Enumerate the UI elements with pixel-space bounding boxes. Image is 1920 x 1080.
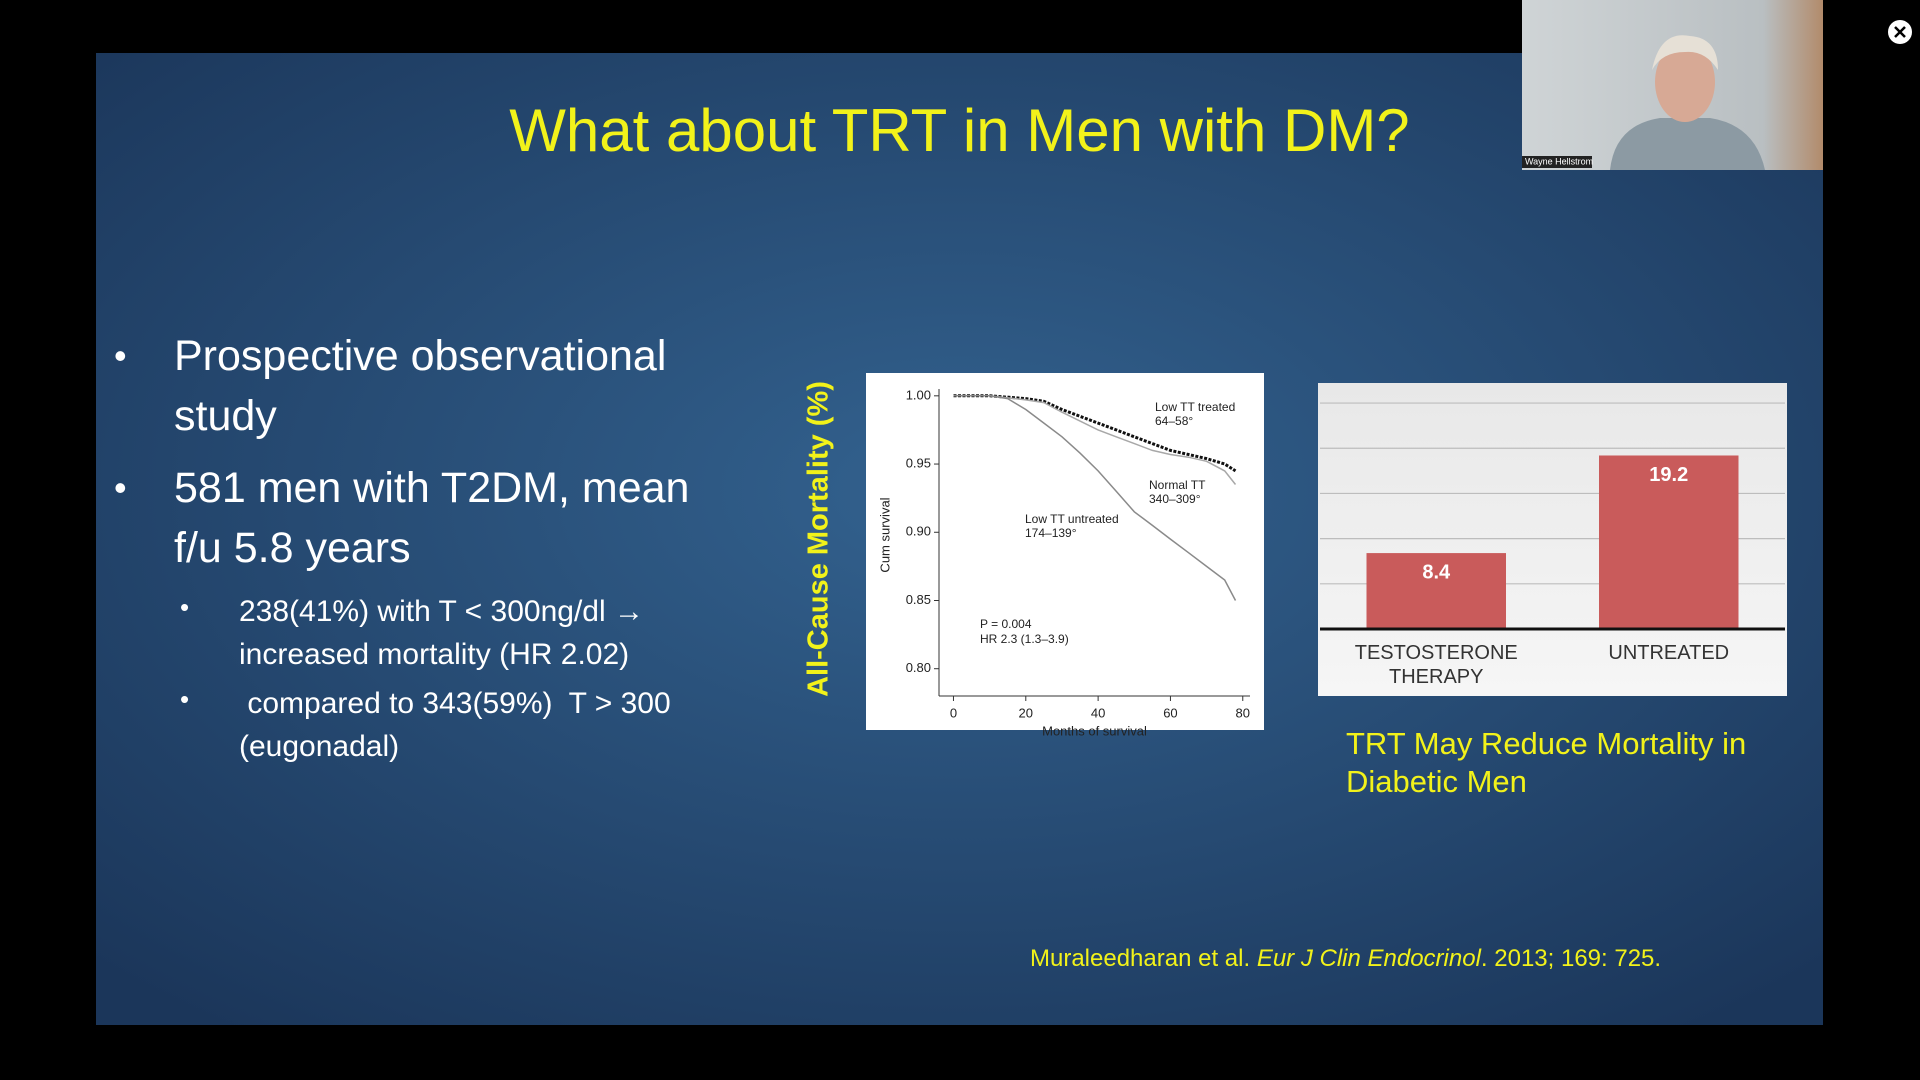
bullet-dot: • xyxy=(114,467,127,508)
bullet-dot: • xyxy=(114,335,127,376)
annotation: HR 2.3 (1.3–3.9) xyxy=(980,632,1069,646)
bullet: • 581 men with T2DM, mean f/u 5.8 years xyxy=(106,458,734,578)
webcam: Wayne Hellstrom xyxy=(1522,0,1823,170)
annotation: P = 0.004 xyxy=(980,617,1032,631)
bar-caption: TRT May Reduce Mortality in Diabetic Men xyxy=(1346,726,1747,799)
x-tick-label: 60 xyxy=(1163,705,1177,720)
series-note: 64–58° xyxy=(1155,414,1193,428)
y-tick-label: 0.95 xyxy=(906,455,931,470)
x-tick-label: UNTREATED xyxy=(1608,642,1730,664)
series-note: 174–139° xyxy=(1025,526,1077,540)
y-tick-label: 0.90 xyxy=(906,524,931,539)
x-tick-label: 0 xyxy=(950,705,957,720)
name-badge xyxy=(1522,156,1592,168)
close-icon[interactable] xyxy=(1894,26,1906,38)
bar-chart: 8.4 TESTOSTERONE THERAPY 19.2 UNTREATED xyxy=(1320,402,1785,688)
citation-authors: Muraleedharan et al. xyxy=(1030,945,1251,972)
sub-bullet-text: 238(41%) with T < 300ng/dl → increased m… xyxy=(239,595,653,671)
y-tick-label: 1.00 xyxy=(906,387,931,402)
sub-bullet: • 238(41%) with T < 300ng/dl → increased … xyxy=(106,590,709,676)
series-label: Low TT untreated xyxy=(1025,512,1119,526)
slide-title: What about TRT in Men with DM? xyxy=(509,97,1410,164)
y-tick-label: 0.85 xyxy=(906,592,931,607)
series-note: 340–309° xyxy=(1149,492,1201,506)
survival-line xyxy=(953,395,1237,601)
bullet-text: Prospective observational study xyxy=(174,332,667,440)
x-tick-label: 80 xyxy=(1236,705,1250,720)
series-label: Normal TT xyxy=(1149,478,1206,492)
y-axis-label: Cum survival xyxy=(877,497,892,572)
side-label: All-Cause Mortality (%) xyxy=(803,381,835,697)
participant-name: Wayne Hellstrom xyxy=(1525,156,1593,166)
sub-bullet: • compared to 343(59%) T > 300 (eugonada… xyxy=(106,682,709,768)
citation-journal: Eur J Clin Endocrinol xyxy=(1256,945,1481,972)
bullet-text: 581 men with T2DM, mean f/u 5.8 years xyxy=(174,464,690,572)
bullet-dot: • xyxy=(180,684,190,714)
charts: 1.00 0.95 0.90 0.85 0.80 0 20 40 60 80 Months of s… xyxy=(877,387,1785,738)
y-tick-label: 0.80 xyxy=(906,660,931,675)
survival-line xyxy=(953,394,1237,473)
x-tick-label: 20 xyxy=(1019,705,1033,720)
bar xyxy=(1366,553,1506,629)
data-label: 19.2 xyxy=(1649,464,1688,486)
x-tick-label-box: UNTREATED xyxy=(1608,642,1730,664)
person-head xyxy=(1655,42,1715,122)
x-tick-label: 40 xyxy=(1091,705,1105,720)
x-tick-label-box: TESTOSTERONE THERAPY xyxy=(1354,642,1518,688)
survival-line xyxy=(953,395,1237,485)
sub-bullet-text: compared to 343(59%) T > 300 (eugonadal) xyxy=(239,687,680,763)
bullet: • Prospective observational study xyxy=(106,326,734,446)
survival-chart: 1.00 0.95 0.90 0.85 0.80 0 20 40 60 80 Months of s… xyxy=(877,387,1250,738)
person-hair xyxy=(1652,35,1718,70)
bar xyxy=(1599,455,1739,629)
series-label: Low TT treated xyxy=(1155,400,1235,414)
close-button[interactable] xyxy=(1888,20,1912,44)
citation: Muraleedharan et al. Eur J Clin Endocrin… xyxy=(1030,945,1661,973)
survival-chart-panel xyxy=(866,373,1264,730)
bullet-dot: • xyxy=(180,592,190,622)
x-tick-label: TESTOSTERONE THERAPY xyxy=(1354,642,1518,688)
citation-details: . 2013; 169: 725. xyxy=(1480,945,1662,972)
x-axis-label: Months of survival xyxy=(1042,723,1147,738)
person-body xyxy=(1610,118,1765,170)
data-label: 8.4 xyxy=(1422,561,1451,583)
bullet-list: • Prospective observational study • 581 me… xyxy=(106,326,746,768)
